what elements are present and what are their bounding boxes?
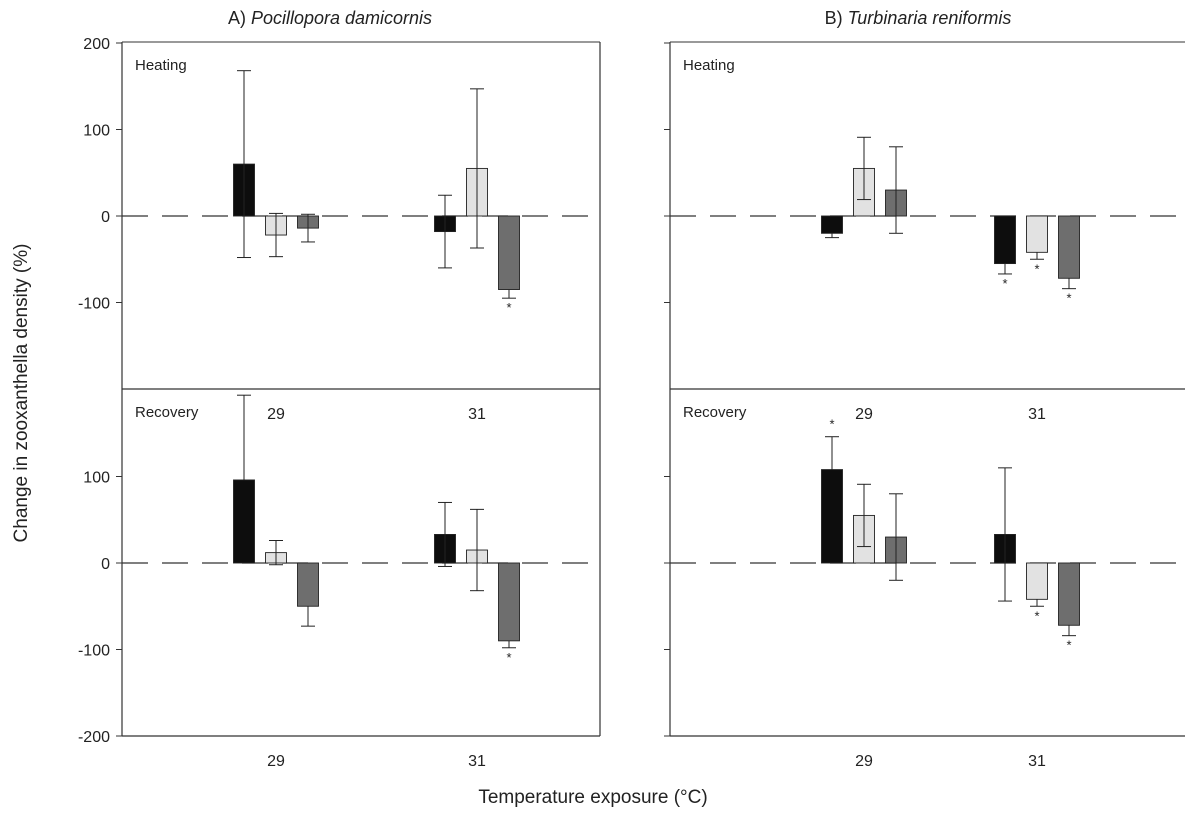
x-tick-label: 31 — [1028, 753, 1046, 770]
significance-star: * — [1002, 276, 1007, 291]
x-tick-label: 31 — [1028, 406, 1046, 423]
bar — [297, 562, 319, 607]
panel-label-heating: Heating — [135, 57, 187, 74]
significance-star: * — [1066, 291, 1071, 306]
x-tick-label: 29 — [855, 406, 873, 423]
y-tick-label: -200 — [78, 729, 110, 746]
column-title-b-prefix: B) — [825, 8, 848, 28]
significance-star: * — [1034, 608, 1039, 623]
y-axis-title: Change in zooxanthella density (%) — [11, 244, 32, 543]
bar — [821, 469, 843, 564]
significance-star: * — [506, 300, 511, 315]
bar — [233, 479, 255, 564]
bar — [498, 215, 520, 290]
significance-star: * — [506, 650, 511, 665]
column-title-a-prefix: A) — [228, 8, 251, 28]
x-tick-label: 29 — [267, 753, 285, 770]
panel-label-recovery: Recovery — [135, 404, 199, 421]
bar — [821, 215, 843, 234]
y-tick-label: 200 — [83, 36, 110, 53]
x-tick-label: 29 — [267, 406, 285, 423]
significance-star: * — [1066, 638, 1071, 653]
x-tick-label: 29 — [855, 753, 873, 770]
x-tick-label: 31 — [468, 753, 486, 770]
bar — [1026, 215, 1048, 253]
panel-label-recovery: Recovery — [683, 404, 747, 421]
y-tick-label: 100 — [83, 470, 110, 487]
bar — [1026, 562, 1048, 600]
significance-star: * — [829, 417, 834, 432]
bar — [1058, 562, 1080, 626]
y-tick-label: 0 — [101, 556, 110, 573]
column-title-b-species: Turbinaria reniformis — [848, 8, 1012, 28]
y-tick-label: -100 — [78, 296, 110, 313]
x-tick-label: 31 — [468, 406, 486, 423]
column-title-a-species: Pocillopora damicornis — [251, 8, 432, 28]
bar — [498, 562, 520, 642]
column-title-a: A) Pocillopora damicornis — [228, 8, 432, 28]
y-tick-label: -100 — [78, 643, 110, 660]
panel-label-heating: Heating — [683, 57, 735, 74]
y-tick-label: 100 — [83, 123, 110, 140]
bar — [994, 215, 1016, 265]
bar — [1058, 215, 1080, 279]
significance-star: * — [1034, 261, 1039, 276]
panels-layer: 200 100 0 -100 100 0 -100 -200 Heating 29 31 * Recov… — [78, 36, 1185, 770]
y-tick-label: 0 — [101, 209, 110, 226]
column-title-b: B) Turbinaria reniformis — [825, 8, 1012, 28]
x-axis-title: Temperature exposure (°C) — [478, 787, 707, 808]
